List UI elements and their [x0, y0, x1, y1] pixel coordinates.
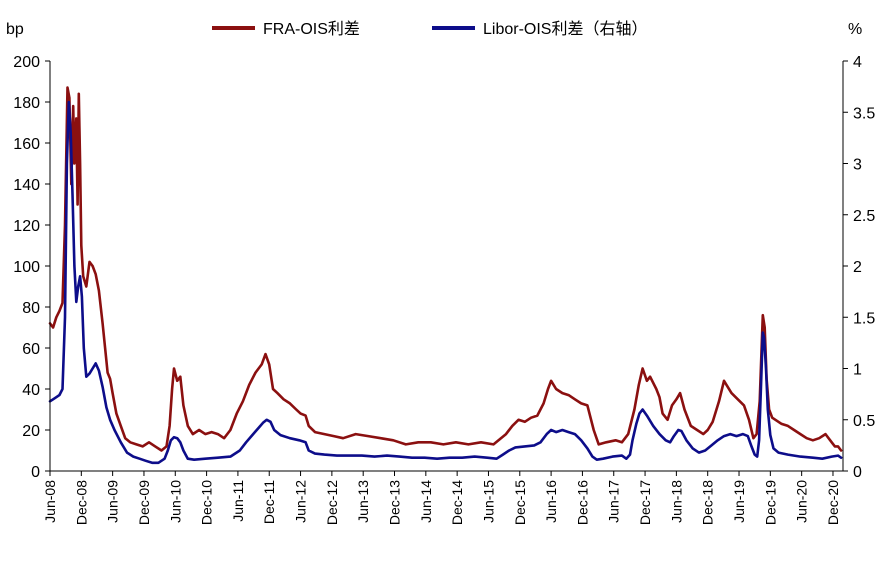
- x-tick-label: Dec-13: [387, 480, 403, 525]
- right-tick-label: 2.5: [853, 208, 875, 225]
- x-tick-label: Jun-14: [418, 480, 434, 523]
- right-tick-label: 3.5: [853, 105, 875, 122]
- x-tick-label: Jun-09: [105, 480, 121, 523]
- right-tick-label: 3: [853, 157, 862, 174]
- x-tick-label: Jun-12: [293, 480, 309, 523]
- right-tick-label: 0: [853, 464, 862, 481]
- x-tick-label: Dec-19: [762, 480, 778, 525]
- x-tick-label: Dec-17: [637, 480, 653, 525]
- left-tick-label: 140: [13, 177, 40, 194]
- x-tick-label: Dec-18: [700, 480, 716, 525]
- legend: FRA-OIS利差 Libor-OIS利差（右轴）: [212, 20, 647, 38]
- legend-label-libor-ois: Libor-OIS利差（右轴）: [483, 20, 647, 38]
- right-tick-label: 0.5: [853, 413, 875, 430]
- x-tick-label: Dec-10: [199, 480, 215, 525]
- x-tick-label: Jun-08: [42, 480, 58, 523]
- x-tick-label: Jun-20: [794, 480, 810, 523]
- right-tick-label: 4: [853, 54, 862, 71]
- x-tick-label: Dec-16: [574, 480, 590, 525]
- x-tick-label: Jun-11: [230, 480, 246, 522]
- x-tick-label: Dec-09: [136, 480, 152, 525]
- x-tick-label: Dec-08: [73, 480, 89, 525]
- legend-label-fra-ois: FRA-OIS利差: [263, 20, 360, 38]
- x-tick-label: Jun-19: [731, 480, 747, 523]
- plot-area: [48, 86, 843, 465]
- x-tick-label: Dec-11: [261, 480, 277, 524]
- left-tick-label: 160: [13, 136, 40, 153]
- x-tick-label: Jun-10: [167, 480, 183, 523]
- x-tick-label: Jun-17: [606, 480, 622, 523]
- series-line-fra-ois: [48, 86, 843, 452]
- right-tick-label: 2: [853, 259, 862, 276]
- left-tick-label: 120: [13, 218, 40, 235]
- left-tick-label: 200: [13, 54, 40, 71]
- x-tick-label: Dec-12: [324, 480, 340, 525]
- axes: 0 20 40 60 80 100 120 140 160 180 200 0 0.5 1 1.5 2 2.5 3…: [13, 54, 875, 525]
- right-tick-label: 1.5: [853, 310, 875, 327]
- series-line-libor-ois: [48, 100, 843, 465]
- left-tick-label: 100: [13, 259, 40, 276]
- x-tick-label: Jun-18: [668, 480, 684, 523]
- left-tick-label: 80: [22, 300, 40, 317]
- right-tick-label: 1: [853, 362, 862, 379]
- x-tick-label: Jun-15: [480, 480, 496, 523]
- x-tick-label: Dec-20: [825, 480, 841, 525]
- left-tick-label: 20: [22, 423, 40, 440]
- x-tick-label: Dec-15: [512, 480, 528, 525]
- x-tick-label: Jun-16: [543, 480, 559, 523]
- left-tick-label: 60: [22, 341, 40, 358]
- x-tick-label: Jun-13: [355, 480, 371, 523]
- left-tick-label: 180: [13, 95, 40, 112]
- right-axis-unit: %: [848, 21, 862, 38]
- left-tick-label: 0: [31, 464, 40, 481]
- left-tick-label: 40: [22, 382, 40, 399]
- x-tick-label: Dec-14: [449, 480, 465, 525]
- left-axis-unit: bp: [6, 21, 24, 38]
